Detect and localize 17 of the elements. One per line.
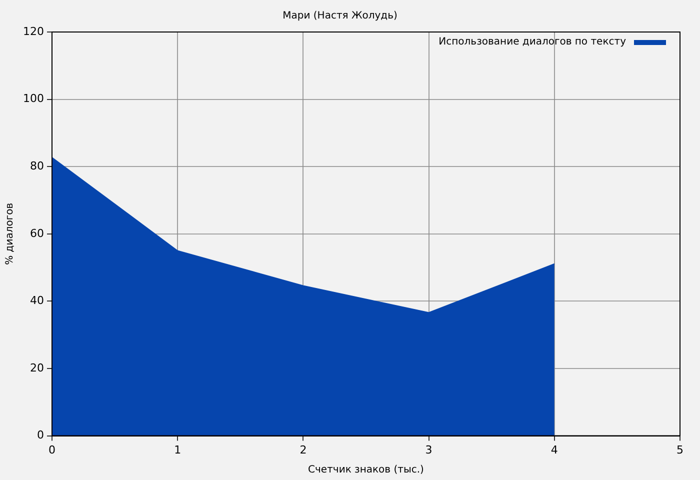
chart-title: Мари (Настя Жолудь) bbox=[282, 10, 398, 22]
x-tick-label: 5 bbox=[676, 443, 684, 456]
y-tick-label: 80 bbox=[30, 159, 44, 172]
x-tick-label: 4 bbox=[550, 443, 558, 456]
x-tick-label: 3 bbox=[425, 443, 432, 456]
y-tick-label: 20 bbox=[30, 361, 44, 374]
y-tick-label: 40 bbox=[30, 294, 44, 308]
x-tick-label: 1 bbox=[174, 443, 182, 456]
legend-label: Использование диалогов по тексту bbox=[438, 36, 626, 48]
y-tick-label: 100 bbox=[22, 92, 44, 106]
y-axis-title: % диалогов bbox=[4, 202, 16, 265]
y-tick-label: 60 bbox=[30, 226, 44, 240]
x-tick-label: 2 bbox=[300, 443, 307, 456]
y-tick-label: 120 bbox=[22, 24, 44, 38]
x-tick-label: 0 bbox=[48, 443, 56, 456]
x-axis-title: Счетчик знаков (тыс.) bbox=[308, 464, 424, 476]
y-tick-label: 0 bbox=[36, 428, 44, 442]
